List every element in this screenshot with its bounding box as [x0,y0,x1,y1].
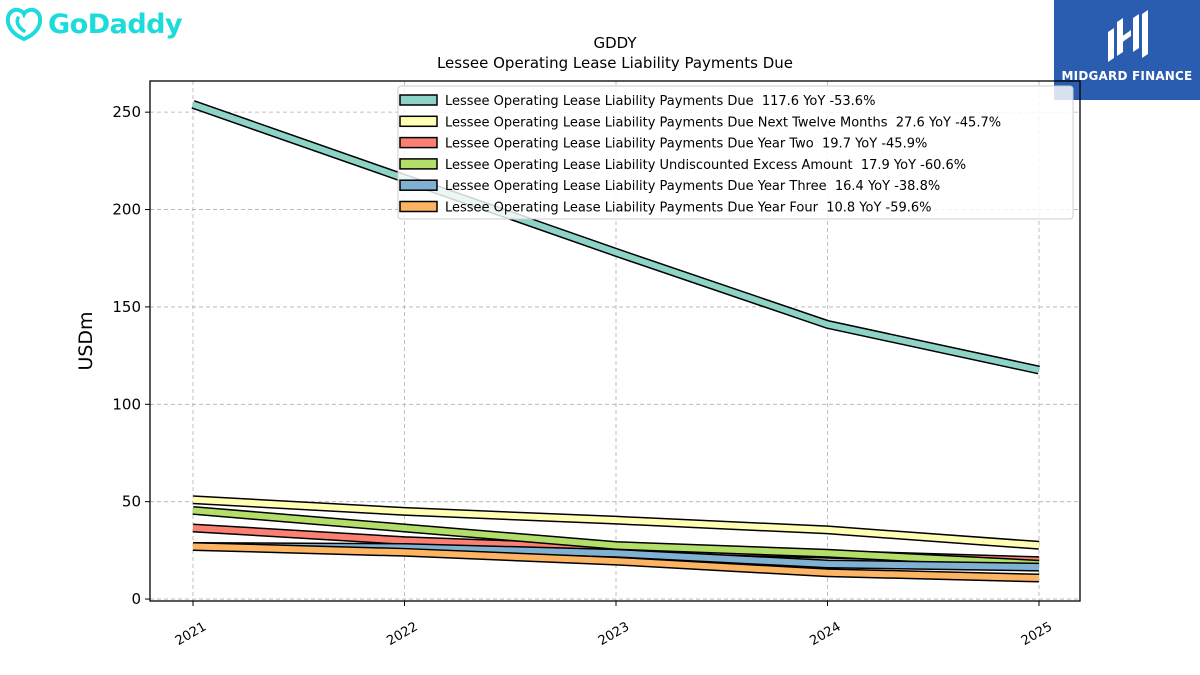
y-axis-label: USDm [75,311,97,370]
series-line [192,496,1040,549]
midgard-mark-icon [1108,10,1148,62]
series-lines [191,100,1040,583]
legend-swatch [399,115,438,128]
legend-swatch [399,179,438,191]
publisher-logo-text: MIDGARD FINANCE [1061,69,1193,83]
y-tick-label: 150 [112,298,141,316]
legend-entry-label: Lessee Operating Lease Liability Payment… [445,94,875,109]
legend-frame [397,85,1074,220]
y-tick-label: 250 [112,103,141,121]
chart-subtitle: Lessee Operating Lease Liability Payment… [437,54,793,72]
legend-entry-label: Lessee Operating Lease Liability Payment… [445,137,927,152]
legend-entry-label: Lessee Operating Lease Liability Payment… [445,201,932,216]
series-line [192,101,1040,373]
x-tick-label: 2022 [384,619,420,649]
legend-entry-label: Lessee Operating Lease Liability Undisco… [445,158,966,173]
company-logo: GoDaddy [4,4,183,44]
godaddy-mark-icon [5,7,43,42]
series-line [192,543,1040,582]
y-tick-label: 0 [131,590,141,608]
legend-swatch [399,200,438,213]
legend-swatch [399,94,438,106]
x-tick-label: 2021 [173,619,209,649]
y-tick-label: 200 [112,201,141,219]
x-tick-label: 2024 [807,619,843,649]
legend-swatch [399,158,438,170]
x-tick-label: 2023 [596,619,632,649]
chart-title: GDDY [593,34,637,52]
x-tick-label: 2025 [1019,619,1055,649]
company-logo-text: GoDaddy [48,8,183,40]
series-line [192,507,1040,568]
legend: Lessee Operating Lease Liability Payment… [397,85,1074,220]
y-tick-label: 100 [112,395,141,413]
y-tick-label: 50 [122,493,141,511]
publisher-logo: MIDGARD FINANCE [1054,0,1200,100]
legend-entry-label: Lessee Operating Lease Liability Payment… [445,115,1001,130]
plot-area-frame [149,80,1081,602]
legend-swatch [399,136,438,149]
legend-entry-label: Lessee Operating Lease Liability Payment… [445,179,940,194]
